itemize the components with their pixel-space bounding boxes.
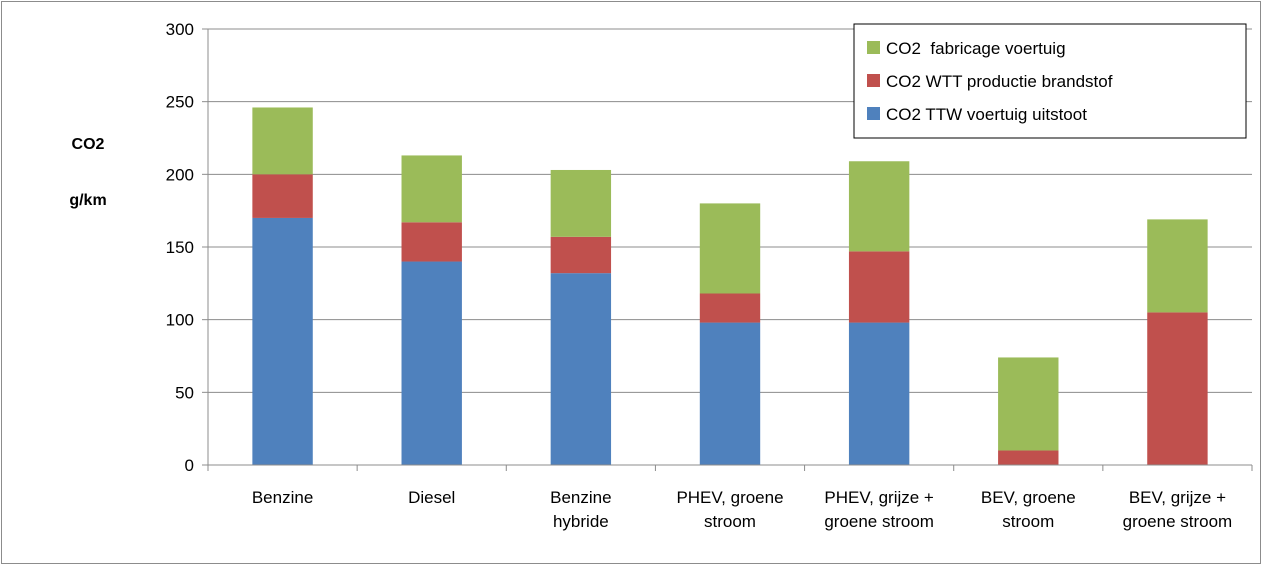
bar-segment (401, 222, 462, 262)
x-category-label: Diesel (408, 488, 455, 507)
bar-segment (252, 217, 313, 465)
bar-segment (401, 155, 462, 223)
x-category-label: Benzine (252, 488, 313, 507)
bars (252, 107, 1208, 465)
legend-label: CO2 TTW voertuig uitstoot (886, 105, 1087, 124)
x-category-label: stroom (1002, 512, 1054, 531)
bar-segment (998, 450, 1059, 465)
legend-label: CO2 WTT productie brandstof (886, 72, 1113, 91)
bar-segment (848, 251, 910, 323)
legend-swatch (867, 41, 880, 54)
y-tick-label: 50 (175, 383, 194, 402)
bar-segment (252, 174, 313, 218)
bar-segment (848, 322, 910, 465)
legend: CO2 fabricage voertuig CO2 WTT productie … (853, 23, 1247, 139)
x-category-label: groene stroom (824, 512, 934, 531)
bar-segment (1147, 219, 1208, 313)
legend-swatch (867, 107, 880, 120)
x-category-label: hybride (553, 512, 609, 531)
bar-segment (550, 169, 612, 237)
x-category-label: PHEV, grijze + (824, 488, 934, 507)
y-tick-label: 300 (166, 20, 194, 39)
x-category-label: Benzine (550, 488, 611, 507)
y-axis-title: g/km (69, 192, 106, 209)
bar-segment (848, 161, 910, 252)
y-tick-label: 150 (166, 238, 194, 257)
bar-segment (699, 322, 761, 465)
bar-segment (550, 273, 612, 465)
bar-segment (252, 107, 313, 175)
y-tick-label: 200 (166, 165, 194, 184)
axes: 0 50 100 150 200 250 300 Benzine Diesel Benzine hy… (166, 20, 1253, 531)
y-tick-label: 250 (166, 93, 194, 112)
bar-segment (401, 261, 462, 465)
legend-box (853, 23, 1247, 139)
legend-swatch (867, 74, 880, 87)
y-tick-label: 0 (185, 456, 194, 475)
bar-segment (550, 236, 612, 274)
y-tick-label: 100 (166, 311, 194, 330)
x-category-label: PHEV, groene (676, 488, 783, 507)
y-axis-title: CO2 (72, 136, 105, 153)
x-category-label: groene stroom (1123, 512, 1233, 531)
x-category-label: stroom (704, 512, 756, 531)
legend-label: CO2 fabricage voertuig (886, 39, 1066, 58)
x-category-label: BEV, groene (981, 488, 1076, 507)
x-category-label: BEV, grijze + (1129, 488, 1226, 507)
bar-segment (699, 293, 761, 323)
bar-segment (1147, 312, 1208, 465)
y-axis-label: CO2 g/km (69, 136, 106, 209)
bar-segment (699, 203, 761, 294)
bar-segment (998, 357, 1059, 451)
